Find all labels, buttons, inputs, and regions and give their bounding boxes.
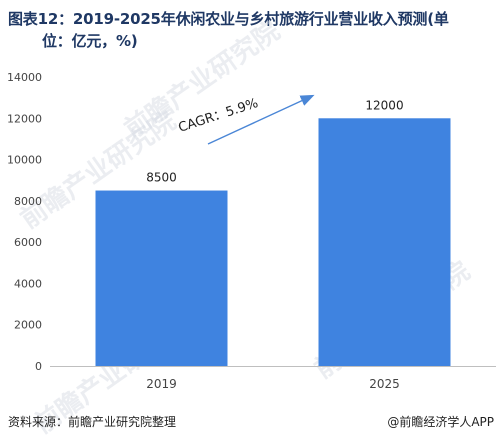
chart-title: 图表12：2019-2025年休闲农业与乡村旅游行业营业收入预测(单 位：亿元，… xyxy=(8,8,496,52)
y-tick-label: 12000 xyxy=(7,112,42,125)
cagr-label: CAGR：5.9% xyxy=(177,96,260,136)
y-tick-label: 6000 xyxy=(14,236,42,249)
cagr-arrow xyxy=(207,94,315,145)
x-tick-label: 2019 xyxy=(146,377,177,391)
x-axis: 2019 2025 xyxy=(50,366,496,391)
bars: 8500 12000 xyxy=(95,98,451,367)
bar-2019 xyxy=(95,190,228,366)
chart-title-line2: 位：亿元，%) xyxy=(42,32,138,50)
y-tick-label: 0 xyxy=(35,360,42,373)
y-tick-label: 4000 xyxy=(14,277,42,290)
data-label: 12000 xyxy=(365,98,403,112)
cagr-annotation: CAGR：5.9% xyxy=(177,94,315,145)
y-tick-label: 2000 xyxy=(14,319,42,332)
bar-chart: 0 2000 4000 6000 8000 10000 12000 14000 2019 202… xyxy=(7,71,496,391)
x-tick-label: 2025 xyxy=(369,377,400,391)
y-tick-label: 14000 xyxy=(7,71,42,84)
source-note: 资料来源：前瞻产业研究院整理 xyxy=(8,415,177,429)
y-tick-label: 10000 xyxy=(7,154,42,167)
y-axis: 0 2000 4000 6000 8000 10000 12000 14000 xyxy=(7,71,42,373)
data-label: 8500 xyxy=(146,171,177,185)
bar-2025 xyxy=(318,118,451,367)
chart-title-line1: 图表12：2019-2025年休闲农业与乡村旅游行业营业收入预测(单 xyxy=(8,10,449,28)
brand-note: @前瞻经济学人APP xyxy=(387,415,494,429)
y-tick-label: 8000 xyxy=(14,195,42,208)
